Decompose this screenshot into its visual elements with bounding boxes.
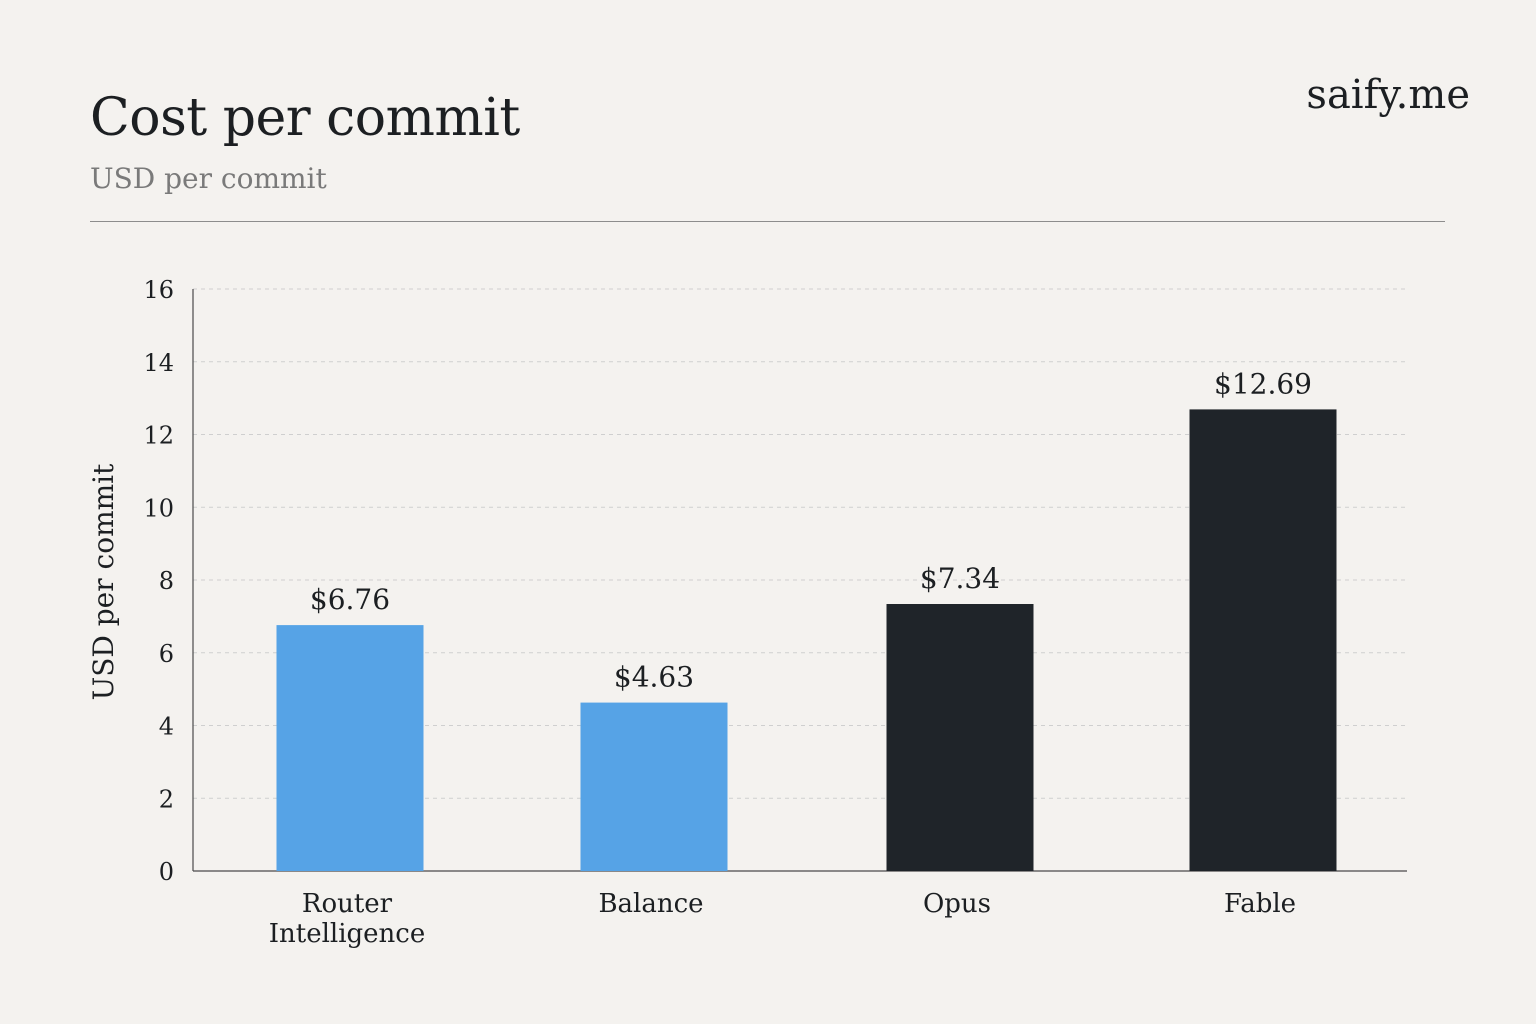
y-axis-title: USD per commit — [87, 463, 120, 701]
x-tick-label: Router — [302, 889, 393, 919]
bar-3 — [1189, 409, 1337, 871]
data-label: $12.69 — [1214, 367, 1312, 400]
bars — [276, 409, 1337, 871]
brand-logo: saify.me — [1306, 72, 1470, 118]
y-tick-label: 0 — [159, 858, 174, 886]
x-tick-label: Balance — [598, 889, 703, 919]
y-tick-label: 16 — [143, 276, 174, 304]
x-tick-label: Opus — [923, 889, 991, 919]
y-tick-label: 2 — [159, 785, 174, 813]
x-tick-label: Intelligence — [269, 919, 426, 949]
y-tick-label: 4 — [159, 713, 174, 741]
data-label: $6.76 — [310, 583, 390, 616]
y-tick-label: 14 — [143, 349, 174, 377]
bar-1 — [580, 702, 728, 871]
bar-0 — [276, 625, 424, 871]
data-label: $4.63 — [614, 661, 694, 694]
bar-2 — [886, 604, 1034, 871]
labels: 0 2 4 6 8 10 12 14 16 USD per commit $6.76 RouterIn… — [87, 276, 1312, 949]
x-tick-label: Fable — [1224, 889, 1296, 919]
y-tick-label: 10 — [143, 494, 174, 522]
y-tick-label: 8 — [159, 567, 174, 595]
data-label: $7.34 — [920, 562, 1000, 595]
header-divider — [90, 221, 1445, 222]
page-subtitle: USD per commit — [90, 162, 327, 195]
y-tick-label: 12 — [143, 422, 174, 450]
y-tick-label: 6 — [159, 640, 174, 668]
page-title: Cost per commit — [90, 88, 520, 148]
